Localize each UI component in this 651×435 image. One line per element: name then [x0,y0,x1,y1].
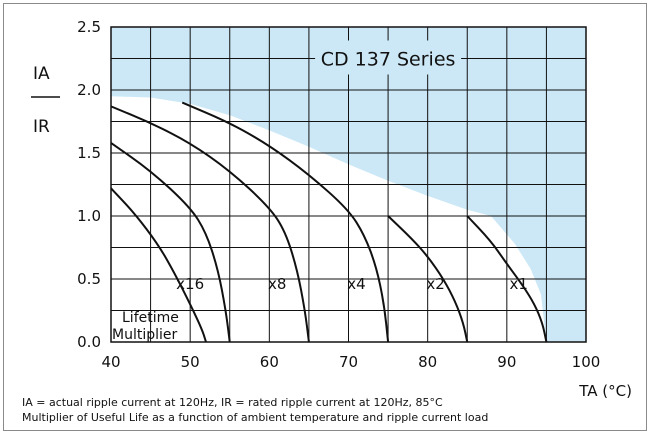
y-tick-label: 1.0 [77,207,101,225]
y-axis-label-denominator: IR [33,117,50,137]
series-label-x4: x4 [347,275,365,293]
curve-extra [110,187,207,343]
y-tick-label: 0.0 [77,333,101,351]
chart-svg: 40 50 60 70 80 90 100 0.0 0.5 1.0 1.5 2.0 2.5 x16 x8 x4… [31,18,632,400]
curve-x1 [466,215,548,343]
chart-frame: 40 50 60 70 80 90 100 0.0 0.5 1.0 1.5 2.0 2.5 x16 x8 x4… [3,3,647,431]
curve-x16 [110,142,231,343]
chart-title: CD 137 Series [321,49,456,71]
x-tick-label: 40 [101,353,120,371]
curve-x8 [110,105,310,343]
x-tick-label: 80 [418,353,437,371]
y-tick-label: 0.5 [77,270,101,288]
title-background [315,40,462,75]
plot-border [110,26,587,343]
x-tick-label: 60 [260,353,279,371]
x-axis-label: TA (°C) [578,382,632,400]
curve-x4 [181,101,390,343]
annotation-lifetime: Lifetime [122,310,179,326]
y-tick-label: 1.5 [77,144,101,162]
series-label-x1: x1 [509,275,527,293]
footnote-definitions: IA = actual ripple current at 120Hz, IR … [22,396,443,409]
series-label-x8: x8 [268,275,286,293]
y-tick-label: 2.5 [77,18,101,36]
y-axis-label-numerator: IA [33,64,50,84]
y-tick-label: 2.0 [77,81,101,99]
series-label-x2: x2 [426,275,444,293]
x-tick-label: 50 [181,353,200,371]
x-tick-label: 100 [572,353,601,371]
footnote-description: Multiplier of Useful Life as a function … [22,411,489,424]
x-tick-label: 70 [339,353,358,371]
curve-x2 [387,215,469,343]
series-label-x16: x16 [176,275,204,293]
x-tick-label: 90 [497,353,516,371]
annotation-multiplier: Multiplier [112,327,178,343]
